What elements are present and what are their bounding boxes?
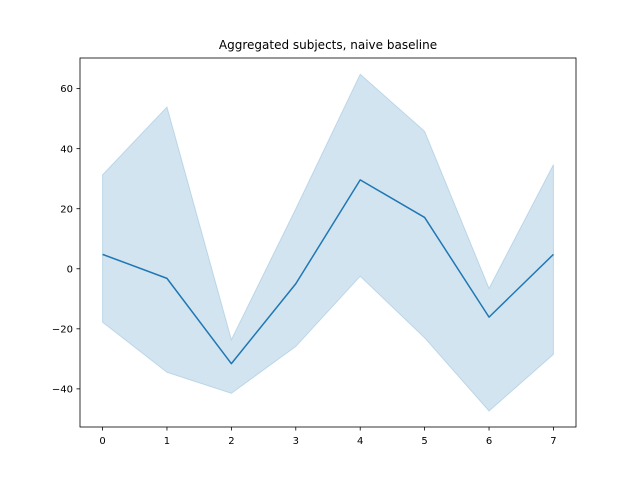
y-tick-label: 60 xyxy=(60,84,73,95)
x-tick-label: 0 xyxy=(99,436,105,447)
x-axis: 0 1 2 3 4 5 6 7 xyxy=(99,427,557,447)
y-axis: −40 −20 0 20 40 60 xyxy=(52,84,80,395)
x-tick-label: 4 xyxy=(357,436,363,447)
chart-title: Aggregated subjects, naive baseline xyxy=(219,38,437,52)
x-tick-label: 5 xyxy=(421,436,427,447)
confidence-band xyxy=(102,73,554,412)
y-tick-label: 40 xyxy=(60,144,73,155)
y-tick-label: −20 xyxy=(52,324,73,335)
plot-area xyxy=(102,73,554,412)
y-tick-label: 0 xyxy=(67,264,73,275)
x-tick-label: 2 xyxy=(228,436,234,447)
y-tick-label: 20 xyxy=(60,204,73,215)
axes-frame xyxy=(79,57,577,428)
x-tick-label: 7 xyxy=(550,436,556,447)
series-line xyxy=(102,179,554,365)
x-tick-label: 3 xyxy=(293,436,299,447)
x-tick-label: 1 xyxy=(164,436,170,447)
x-tick-label: 6 xyxy=(486,436,492,447)
y-tick-label: −40 xyxy=(52,384,73,395)
